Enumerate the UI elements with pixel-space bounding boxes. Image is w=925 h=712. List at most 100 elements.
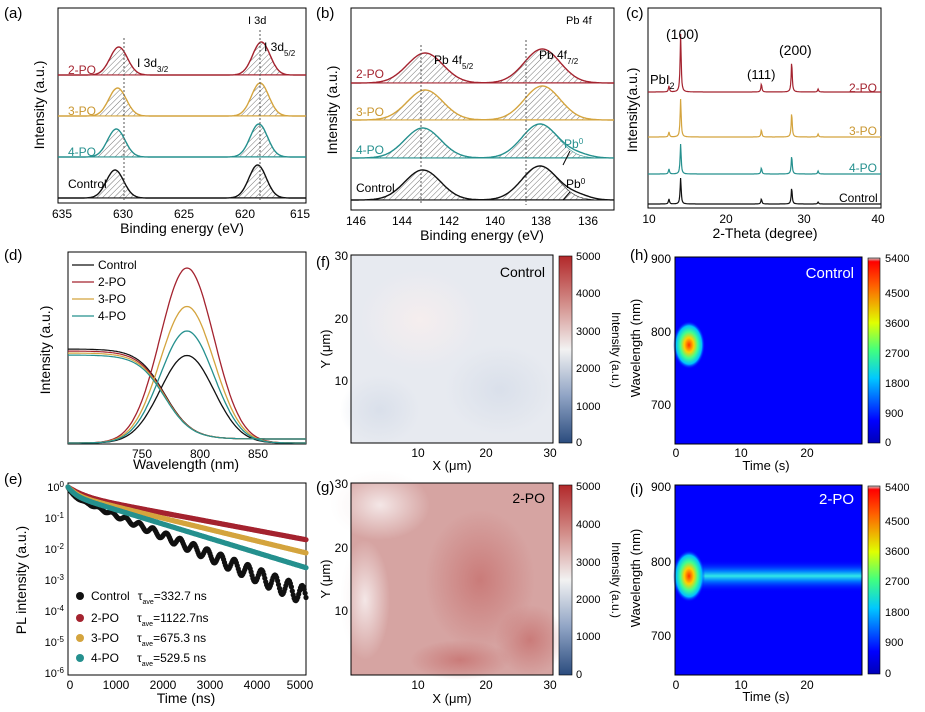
cbar-tick: 3600 bbox=[885, 546, 909, 558]
y-tick: 10-3 bbox=[45, 573, 65, 588]
panel-f-cbar-label: Intensity (a.u.) bbox=[609, 312, 623, 388]
panel-e: (e) 100 10-1 10-2 10-3 10-4 10-5 10-6 Co… bbox=[4, 471, 314, 706]
y-tick-exponent: -1 bbox=[57, 511, 65, 520]
cbar-tick: 4500 bbox=[885, 516, 909, 528]
x-tick: 144 bbox=[392, 214, 412, 228]
data-point-2-po bbox=[303, 537, 309, 543]
panel-a-ylabel: Intensity (a.u.) bbox=[31, 61, 47, 150]
map-texture bbox=[360, 270, 480, 370]
panel-f-colorbar bbox=[558, 255, 573, 444]
x-tick: 10 bbox=[642, 212, 656, 226]
x-tick: 10 bbox=[734, 446, 748, 460]
panel-i-letter: (i) bbox=[630, 481, 643, 498]
y-tick: 10 bbox=[335, 374, 349, 388]
peak-label-pb4f72: Pb 4f7/2 bbox=[539, 48, 579, 66]
panel-f-xlabel: X (μm) bbox=[432, 458, 471, 473]
panel-a: (a) I 3d I 3d3/2 I 3d5/2 2-PO 3-PO 4-PO … bbox=[4, 5, 310, 236]
panel-d: (d) Control 2-PO 3-PO 4-PO 750 800 850 W… bbox=[4, 247, 307, 472]
legend-name: 2-PO bbox=[91, 611, 119, 625]
series-line-3-po bbox=[648, 98, 881, 138]
peak-label-i3d52-main: I 3d bbox=[264, 40, 284, 54]
y-tick: 900 bbox=[651, 252, 671, 266]
panel-h-ylabel: Wavelength (nm) bbox=[628, 299, 643, 398]
cbar-tick: 0 bbox=[576, 437, 582, 449]
peak-label-pb4f72-sub: 7/2 bbox=[567, 57, 579, 66]
peak-label-pb4f72-main: Pb 4f bbox=[539, 48, 568, 62]
pb0-label-control-sup: 0 bbox=[581, 177, 586, 186]
cbar-tick: 4000 bbox=[576, 519, 600, 531]
series-label-control: Control bbox=[839, 191, 878, 205]
panel-e-frame bbox=[67, 482, 307, 676]
peak-label-i3d32-main: I 3d bbox=[137, 56, 157, 70]
series-label-control: Control bbox=[68, 177, 107, 191]
panel-h-yticks: 900 800 700 bbox=[651, 252, 671, 412]
panel-b-corner-label: Pb 4f bbox=[566, 15, 593, 27]
series-label-2po: 2-PO bbox=[68, 63, 96, 77]
panel-b-letter: (b) bbox=[316, 5, 334, 22]
cbar-tick: 1000 bbox=[576, 401, 600, 413]
y-tick: 800 bbox=[651, 555, 671, 569]
panel-g-colorbar bbox=[558, 484, 573, 676]
legend-tau: τ bbox=[137, 651, 142, 665]
y-tick-exponent: -3 bbox=[57, 573, 65, 582]
legend-tau-sub: ave bbox=[142, 661, 153, 668]
data-point-control bbox=[303, 594, 309, 601]
legend-tau-sub: ave bbox=[142, 599, 153, 606]
panel-e-xticks: 0 1000 2000 3000 4000 5000 bbox=[67, 678, 314, 692]
cbar-tick: 0 bbox=[885, 437, 891, 449]
series-line-3-po bbox=[351, 85, 614, 121]
panel-h-emission-spot bbox=[673, 321, 705, 369]
panel-c-letter: (c) bbox=[626, 5, 644, 22]
cbar-tick: 0 bbox=[885, 668, 891, 680]
series-line-control bbox=[648, 177, 881, 205]
y-tick-exponent: -5 bbox=[57, 635, 65, 644]
x-tick: 750 bbox=[132, 447, 152, 461]
panel-a-corner-label: I 3d bbox=[248, 15, 266, 27]
cbar-tick: 1000 bbox=[576, 631, 600, 643]
legend-marker-control bbox=[76, 592, 84, 600]
legend-marker-2po bbox=[76, 614, 84, 622]
cbar-tick: 5400 bbox=[885, 482, 909, 494]
panel-a-curves bbox=[58, 41, 306, 199]
series-line-2-po bbox=[648, 33, 881, 93]
x-tick: 10 bbox=[411, 678, 425, 692]
data-point-4-po bbox=[303, 565, 309, 571]
panel-i-xticks: 0 10 20 bbox=[673, 678, 814, 692]
panel-i-label: 2-PO bbox=[819, 491, 854, 508]
map-texture bbox=[340, 540, 390, 660]
y-tick: 100 bbox=[47, 480, 64, 495]
panel-b: (b) Pb 4f Pb 4f5/2 Pb 4f7/2 Pb0 Pb0 2-PO… bbox=[316, 5, 615, 243]
x-tick: 625 bbox=[174, 207, 194, 221]
legend-label-2po: 2-PO bbox=[98, 275, 126, 289]
pl-line-control bbox=[68, 354, 306, 444]
x-tick: 20 bbox=[479, 678, 493, 692]
peak-label-pb4f52: Pb 4f5/2 bbox=[434, 53, 474, 71]
x-tick: 0 bbox=[673, 446, 680, 460]
panel-h: (h) Control 5400 4500 3600 2700 1800 900… bbox=[628, 247, 909, 473]
peak-fill-4-po bbox=[368, 127, 477, 158]
x-tick: 2000 bbox=[150, 678, 177, 692]
legend-label-control: Control bbox=[98, 258, 137, 272]
y-tick-mantissa: 10 bbox=[45, 606, 57, 618]
cbar-tick: 3000 bbox=[576, 557, 600, 569]
y-tick: 10-1 bbox=[45, 511, 65, 526]
cbar-tick: 900 bbox=[885, 637, 903, 649]
x-tick: 138 bbox=[531, 214, 551, 228]
y-tick-mantissa: 10 bbox=[45, 513, 57, 525]
legend-entry-control: Control τave=332.7 ns bbox=[91, 589, 207, 606]
legend-tau-sub: ave bbox=[142, 641, 153, 648]
peak-label-i3d32-sub: 3/2 bbox=[157, 65, 169, 74]
panel-d-frame bbox=[67, 251, 307, 445]
panel-d-ylabel: Intensity (a.u.) bbox=[37, 306, 53, 395]
y-tick-mantissa: 10 bbox=[45, 544, 57, 556]
peak-label-pbi2: PbI2 bbox=[650, 72, 675, 91]
peak-label-pb4f52-sub: 5/2 bbox=[462, 62, 474, 71]
panel-i-yticks: 900 800 700 bbox=[651, 480, 671, 643]
y-tick-exponent: -4 bbox=[57, 604, 65, 613]
cbar-tick: 2000 bbox=[576, 594, 600, 606]
series-label-4po: 4-PO bbox=[849, 161, 877, 175]
panel-b-frame bbox=[350, 7, 615, 211]
panel-f-yticks: 30 20 10 bbox=[335, 249, 349, 388]
panel-c: (c) (100) PbI2 (111) (200) 2-PO 3-PO 4-P… bbox=[624, 5, 885, 241]
peak-label-100: (100) bbox=[666, 26, 699, 42]
